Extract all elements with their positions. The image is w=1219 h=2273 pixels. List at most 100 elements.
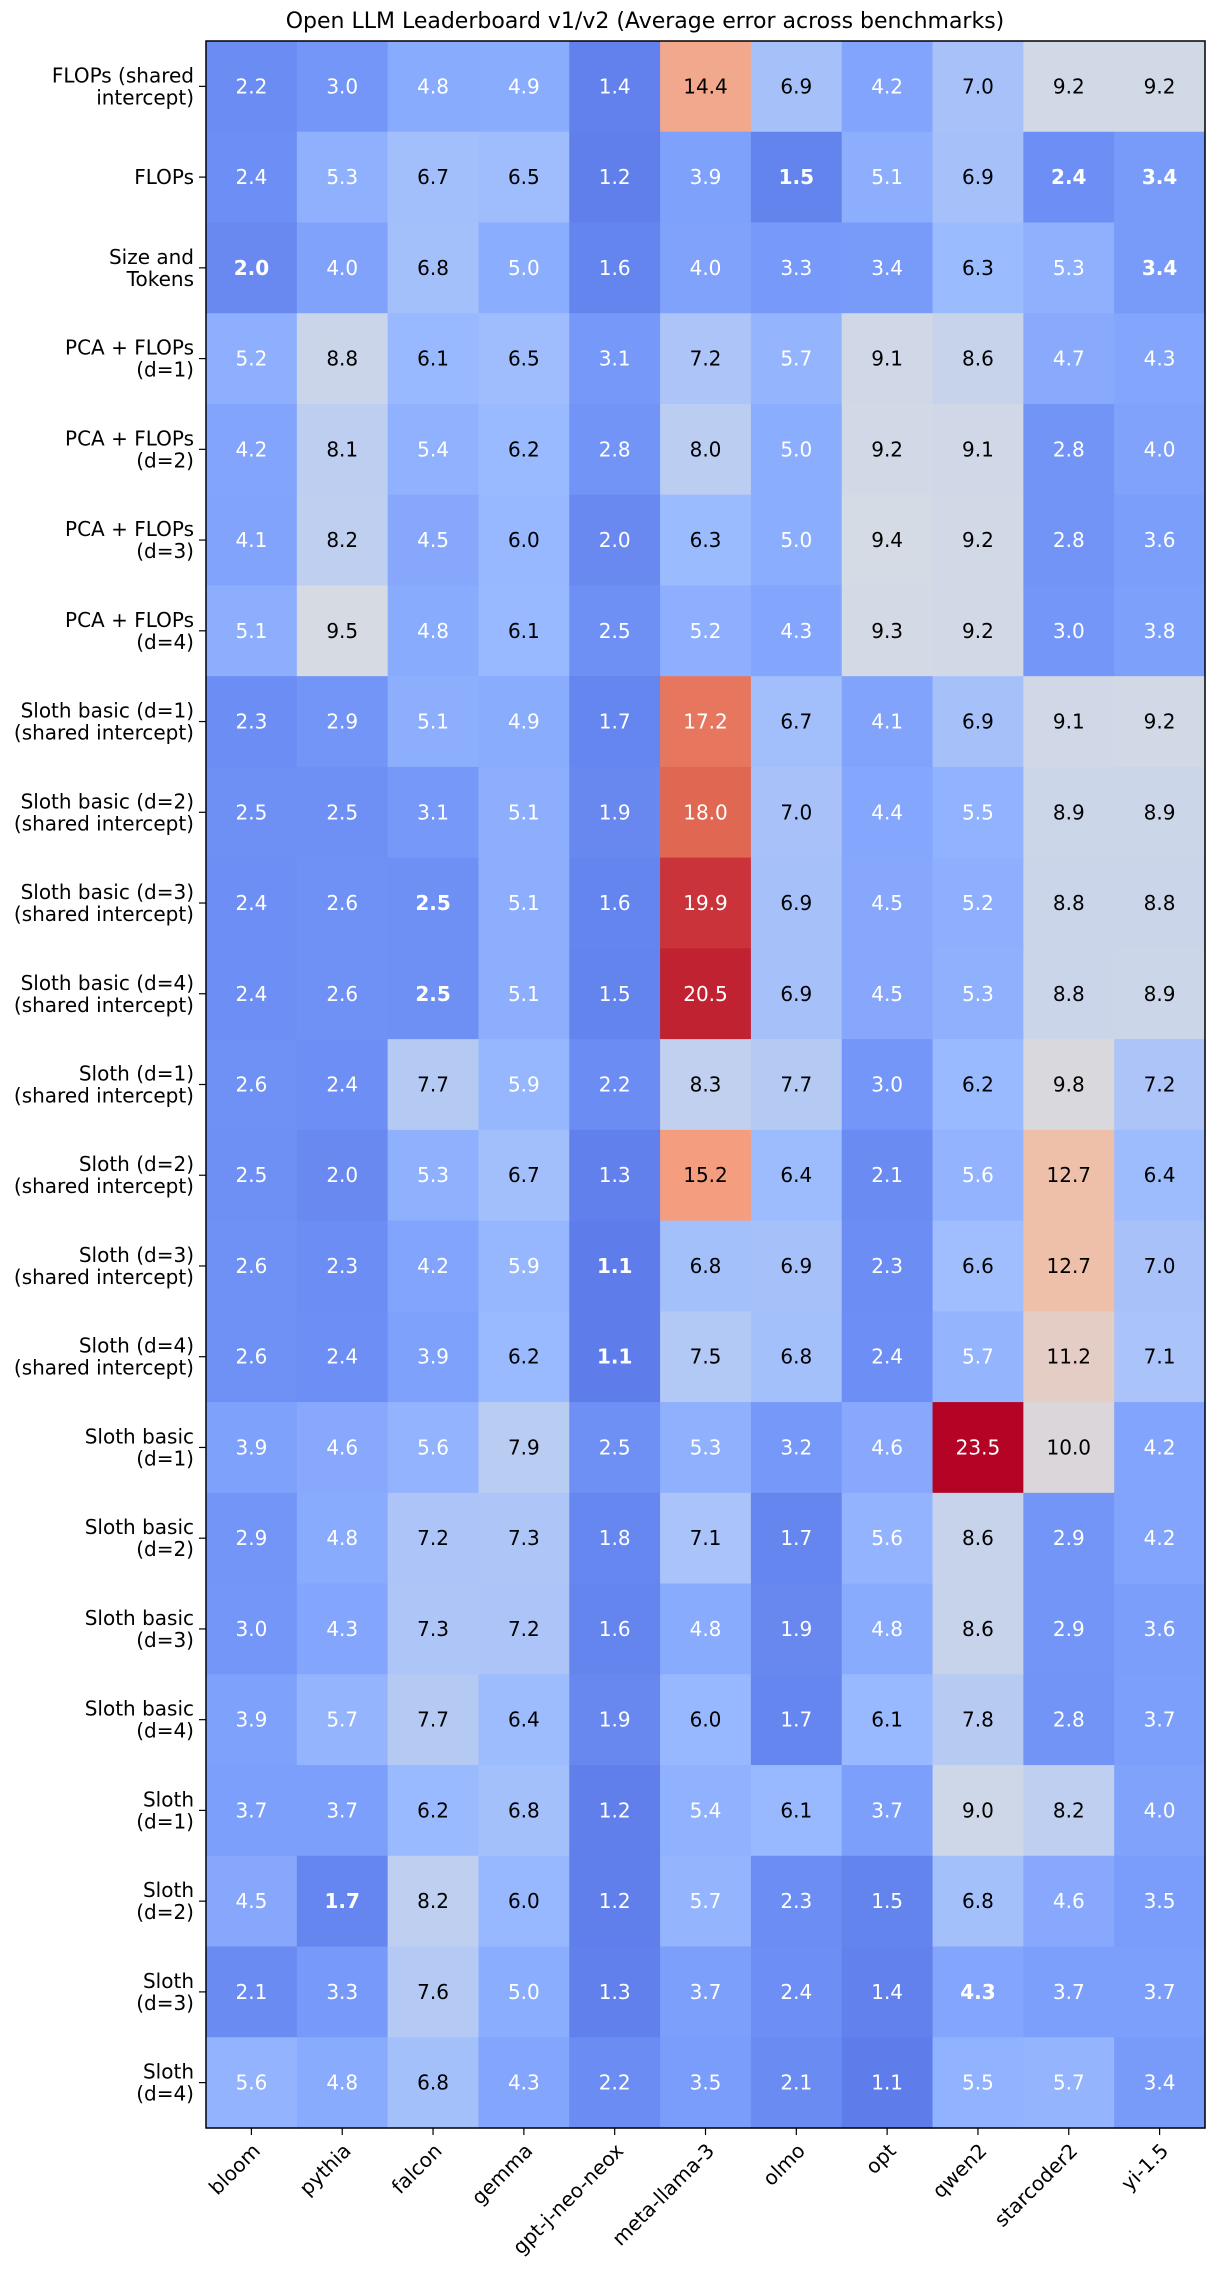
cell-value-label: 6.8 bbox=[780, 1345, 812, 1369]
heatmap-cell bbox=[569, 676, 661, 768]
row-label: Sloth (d=2) (shared intercept) bbox=[14, 1152, 194, 1198]
heatmap-cell bbox=[1114, 1311, 1206, 1403]
heatmap-cell bbox=[206, 948, 298, 1040]
heatmap-cell bbox=[841, 1039, 934, 1131]
cell-value-label: 9.2 bbox=[871, 437, 903, 461]
heatmap-cell bbox=[932, 131, 1024, 224]
heatmap-cell bbox=[296, 2037, 389, 2129]
cell-value-label: 4.8 bbox=[326, 2071, 358, 2095]
cell-value-label: 2.9 bbox=[1053, 1526, 1085, 1550]
cell-value-label: 5.6 bbox=[236, 2071, 268, 2095]
cell-value-label: 5.0 bbox=[780, 528, 812, 552]
cell-value-label: 5.7 bbox=[1053, 2071, 1085, 2095]
cell-value-label: 2.2 bbox=[236, 74, 268, 98]
heatmap-cell bbox=[387, 2037, 480, 2129]
cell-value-label: 7.9 bbox=[508, 1435, 540, 1459]
cell-value-label: 6.9 bbox=[780, 74, 812, 98]
cell-value-label: 8.6 bbox=[962, 1617, 994, 1641]
cell-value-label: 4.6 bbox=[1053, 1889, 1085, 1913]
cell-value-label: 15.2 bbox=[683, 1163, 728, 1187]
heatmap-cell bbox=[750, 1946, 843, 2038]
cell-value-label: 3.7 bbox=[326, 1798, 358, 1822]
cell-value-label: 11.2 bbox=[1047, 1345, 1092, 1369]
column-label: opt bbox=[861, 2138, 901, 2178]
heatmap-cell bbox=[569, 1129, 661, 1222]
cell-value-label: 6.9 bbox=[962, 710, 994, 734]
row-label: PCA + FLOPs (d=2) bbox=[65, 426, 194, 472]
cell-value-label: 9.4 bbox=[871, 528, 903, 552]
heatmap-cell bbox=[841, 1855, 934, 1948]
cell-value-label: 1.9 bbox=[599, 800, 631, 824]
heatmap-cell bbox=[660, 1855, 752, 1948]
heatmap-cell bbox=[206, 1946, 298, 2038]
heatmap-cell bbox=[478, 1220, 570, 1312]
heatmap-cell bbox=[1114, 222, 1206, 314]
heatmap-cell bbox=[569, 1039, 661, 1131]
heatmap-cell bbox=[569, 1765, 661, 1857]
heatmap-cell bbox=[841, 1220, 934, 1312]
heatmap-cell bbox=[1114, 766, 1206, 859]
heatmap-cell bbox=[1114, 41, 1206, 133]
row-label: Sloth basic (d=1) (shared intercept) bbox=[14, 699, 194, 745]
heatmap-cell bbox=[387, 313, 480, 405]
heatmap-cell bbox=[478, 857, 570, 949]
cell-value-label: 1.6 bbox=[599, 891, 631, 915]
cell-value-label: 2.6 bbox=[236, 1073, 268, 1097]
heatmap-cell bbox=[932, 857, 1024, 949]
heatmap-cell bbox=[841, 948, 934, 1040]
cell-value-label: 6.5 bbox=[508, 347, 540, 371]
cell-value-label: 5.0 bbox=[508, 256, 540, 280]
cell-value-label: 23.5 bbox=[956, 1435, 1001, 1459]
heatmap-cell bbox=[387, 857, 480, 949]
heatmap-cell bbox=[387, 766, 480, 859]
cell-value-label: 2.1 bbox=[780, 2071, 812, 2095]
heatmap-cell bbox=[206, 41, 298, 133]
cell-value-label: 5.2 bbox=[236, 347, 268, 371]
heatmap-cell bbox=[478, 1946, 570, 2038]
heatmap-cell bbox=[569, 1946, 661, 2038]
heatmap-cell bbox=[660, 1946, 752, 2038]
heatmap-cell bbox=[296, 585, 389, 677]
heatmap-cell bbox=[296, 1674, 389, 1766]
heatmap-cell bbox=[932, 2037, 1024, 2129]
heatmap-cell bbox=[206, 1855, 298, 1948]
heatmap-cell bbox=[841, 1583, 934, 1675]
row-label: Sloth basic (d=2) bbox=[85, 1515, 194, 1561]
cell-value-label: 4.0 bbox=[326, 256, 358, 280]
heatmap-cell bbox=[660, 131, 752, 224]
heatmap-cell bbox=[387, 1674, 480, 1766]
cell-value-label: 7.7 bbox=[780, 1073, 812, 1097]
heatmap-cell bbox=[206, 1583, 298, 1675]
row-label: Sloth (d=4) (shared intercept) bbox=[14, 1334, 194, 1380]
cell-value-label: 6.0 bbox=[508, 1889, 540, 1913]
heatmap-cell bbox=[750, 1492, 843, 1585]
cell-value-label: 2.5 bbox=[415, 982, 450, 1006]
cell-value-label: 4.5 bbox=[236, 1889, 268, 1913]
cell-value-label: 4.3 bbox=[508, 2071, 540, 2095]
cell-value-label: 2.9 bbox=[326, 710, 358, 734]
heatmap-cell bbox=[206, 1765, 298, 1857]
cell-value-label: 2.4 bbox=[236, 982, 268, 1006]
heatmap-cell bbox=[206, 494, 298, 587]
heatmap-cell bbox=[296, 313, 389, 405]
row-label: Sloth (d=3) (shared intercept) bbox=[14, 1243, 194, 1289]
cell-value-label: 1.2 bbox=[599, 1798, 631, 1822]
cell-value-label: 1.7 bbox=[780, 1708, 812, 1732]
heatmap-cell bbox=[387, 585, 480, 677]
heatmap-cell bbox=[296, 131, 389, 224]
heatmap-cell bbox=[660, 766, 752, 859]
heatmap-cell bbox=[1114, 948, 1206, 1040]
cell-value-label: 1.4 bbox=[599, 74, 631, 98]
heatmap-cell bbox=[478, 585, 570, 677]
cell-value-label: 5.2 bbox=[962, 891, 994, 915]
heatmap-cell bbox=[569, 585, 661, 677]
heatmap-cell bbox=[296, 222, 389, 314]
cell-value-label: 2.5 bbox=[599, 1435, 631, 1459]
heatmap-cell bbox=[750, 131, 843, 224]
column-label: falcon bbox=[387, 2139, 447, 2199]
heatmap-cell bbox=[296, 1039, 389, 1131]
heatmap-cell bbox=[206, 313, 298, 405]
heatmap-cell bbox=[387, 1129, 480, 1222]
cell-value-label: 7.7 bbox=[417, 1073, 449, 1097]
heatmap-cell bbox=[660, 585, 752, 677]
